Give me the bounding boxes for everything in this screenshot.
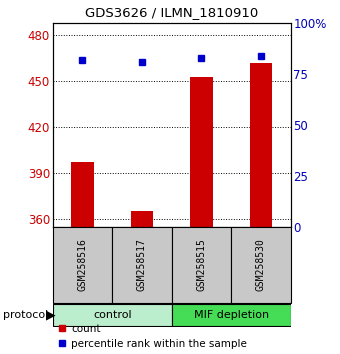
Text: ▶: ▶: [46, 309, 55, 321]
Bar: [231, 227, 291, 303]
Text: GSM258517: GSM258517: [137, 238, 147, 291]
Bar: [131, 211, 153, 227]
Text: protocol: protocol: [3, 310, 49, 320]
Bar: [53, 304, 172, 326]
Bar: [71, 162, 94, 227]
Text: MIF depletion: MIF depletion: [194, 310, 269, 320]
Bar: [172, 227, 231, 303]
Text: GSM258530: GSM258530: [256, 238, 266, 291]
Text: GSM258516: GSM258516: [78, 238, 87, 291]
Bar: [190, 76, 213, 227]
Bar: [172, 304, 291, 326]
Text: control: control: [93, 310, 132, 320]
Bar: [250, 63, 272, 227]
Bar: [53, 227, 112, 303]
Title: GDS3626 / ILMN_1810910: GDS3626 / ILMN_1810910: [85, 6, 258, 19]
Legend: count, percentile rank within the sample: count, percentile rank within the sample: [58, 324, 247, 349]
Text: GSM258515: GSM258515: [197, 238, 206, 291]
Bar: [112, 227, 172, 303]
